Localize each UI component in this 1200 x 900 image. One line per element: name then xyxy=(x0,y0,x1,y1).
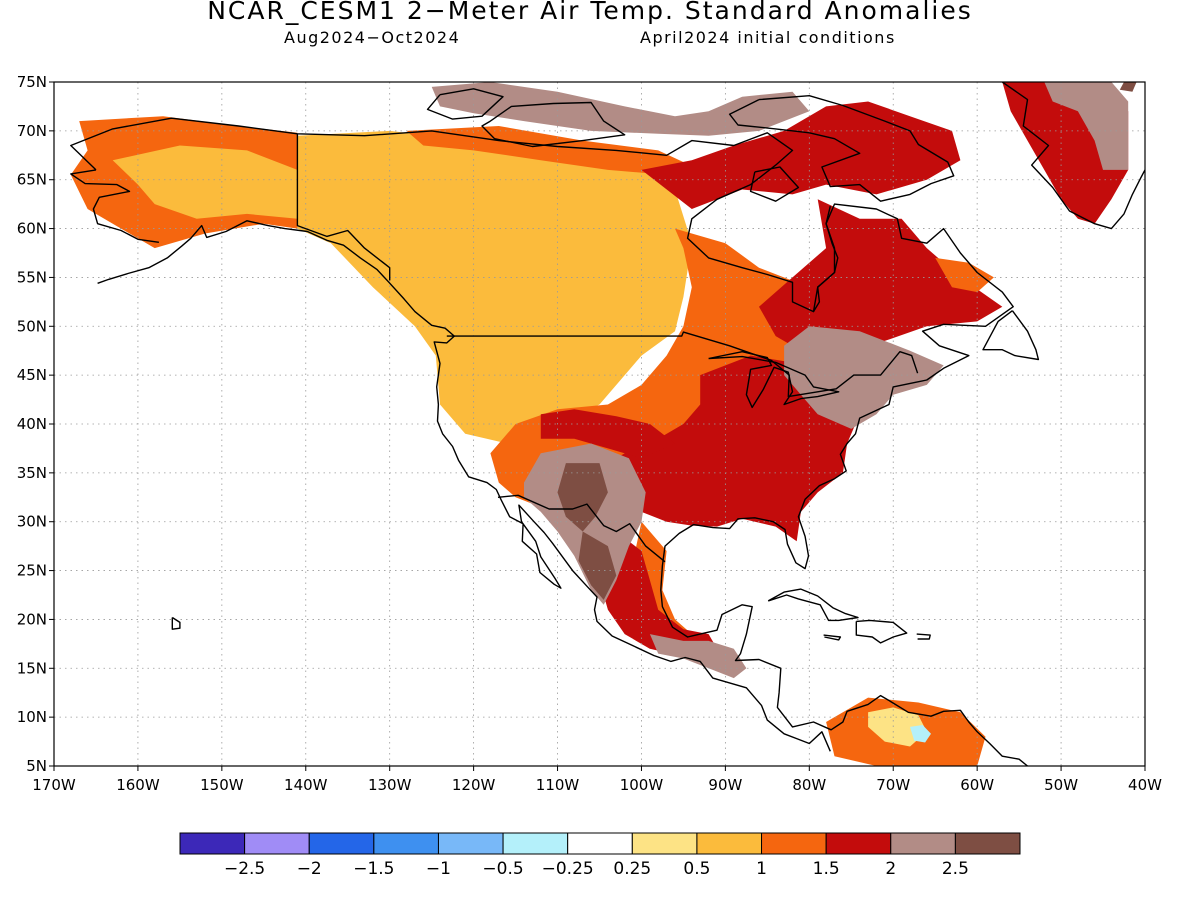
colorbar-swatch xyxy=(954,832,1021,855)
colorbar-label: −0.25 xyxy=(542,859,594,879)
lat-tick-label: 5N xyxy=(26,757,47,775)
colorbar-swatch xyxy=(761,832,827,855)
coastline-hudson-bay-east xyxy=(812,205,839,312)
lon-tick-label: 70W xyxy=(876,776,910,794)
anomaly-region-eastern-us xyxy=(607,355,860,542)
coastline-baffin-island xyxy=(728,94,955,202)
lon-tick-label: 60W xyxy=(960,776,994,794)
anomaly-region-canadian-arctic-islands xyxy=(641,101,961,209)
coastline-jamaica xyxy=(823,634,842,641)
lat-tick-label: 30N xyxy=(17,513,47,531)
lon-tick-label: 150W xyxy=(200,776,244,794)
lon-tick-label: 160W xyxy=(116,776,160,794)
colorbar-label: 0.5 xyxy=(683,859,710,879)
latitude-labels: 75N 70N 65N 60N 55N 50N 45N 40N 35N 30N 25N 20N 15N 1… xyxy=(17,73,54,775)
longitude-labels: 170W 160W 150W 140W 130W 120W 110W 100W 90W 80W 70… xyxy=(32,766,1162,794)
colorbar-swatch xyxy=(244,832,310,855)
coastline-hawaii xyxy=(171,616,181,630)
colorbar-label: 1.5 xyxy=(813,859,840,879)
lat-tick-label: 50N xyxy=(17,317,47,335)
lat-tick-label: 10N xyxy=(17,708,47,726)
lat-tick-label: 20N xyxy=(17,610,47,628)
colorbar-swatch xyxy=(825,832,892,855)
coastline-north-america xyxy=(70,117,1028,766)
coastline-layer xyxy=(70,82,1145,766)
colorbar-label: −0.5 xyxy=(482,859,523,879)
colorbar-label: −1.5 xyxy=(353,859,394,879)
lat-tick-label: 60N xyxy=(17,220,47,238)
coastline-mexico-border xyxy=(497,494,666,563)
coastline-greenland xyxy=(1001,82,1145,230)
lon-tick-label: 170W xyxy=(32,776,76,794)
lon-tick-label: 110W xyxy=(536,776,580,794)
colorbar-label: 0.25 xyxy=(613,859,651,879)
anomaly-region-northeast-us xyxy=(784,326,944,429)
colorbar-label: 1 xyxy=(756,859,767,879)
colorbar-label: 2 xyxy=(885,859,896,879)
lon-tick-label: 50W xyxy=(1044,776,1078,794)
colorbar-label: −2.5 xyxy=(224,859,265,879)
colorbar-swatch xyxy=(502,832,569,855)
anomaly-region-eastern-canada xyxy=(759,199,1003,356)
colorbar-swatch xyxy=(696,832,763,855)
coastline-us-border xyxy=(446,331,919,398)
lat-tick-label: 15N xyxy=(17,659,47,677)
coastline-newfoundland xyxy=(982,310,1040,361)
lat-tick-label: 35N xyxy=(17,464,47,482)
colorbar-label: 2.5 xyxy=(942,859,969,879)
anomaly-region-greenland-interior xyxy=(1044,82,1129,170)
forecast-period: Aug2024−Oct2024 xyxy=(284,28,461,47)
colorbar-swatch xyxy=(890,832,956,855)
lon-tick-label: 40W xyxy=(1128,776,1162,794)
colorbar-swatch xyxy=(437,832,504,855)
colorbar-swatch xyxy=(631,832,698,855)
lat-tick-label: 45N xyxy=(17,366,47,384)
coastline-great-lakes xyxy=(708,351,840,409)
lat-tick-label: 65N xyxy=(17,171,47,189)
coastline-bering-coast xyxy=(70,169,159,243)
coastline-victoria-island xyxy=(481,101,626,148)
colorbar xyxy=(179,832,1021,855)
anomaly-fill-layer xyxy=(70,82,1137,766)
colorbar-swatch xyxy=(373,832,439,855)
coastline-cuba xyxy=(767,588,859,622)
colorbar-swatch xyxy=(179,832,246,855)
lat-tick-label: 55N xyxy=(17,268,47,286)
coastline-banks-island xyxy=(426,88,504,120)
lat-tick-label: 40N xyxy=(17,415,47,433)
anomaly-region-mexico-interior xyxy=(599,531,717,659)
lon-tick-label: 120W xyxy=(452,776,496,794)
colorbar-labels: −2.5 −2 −1.5 −1 −0.5 −0.25 0.25 0.5 1 1.5 2 2.5 xyxy=(224,859,969,879)
anomaly-region-south-america-core xyxy=(910,725,931,743)
lon-tick-label: 80W xyxy=(792,776,826,794)
map-title: NCAR_CESM1 2−Meter Air Temp. Standard An… xyxy=(207,0,973,25)
colorbar-swatch xyxy=(308,832,375,855)
anomaly-region-western-canada xyxy=(297,130,692,444)
initial-conditions: April2024 initial conditions xyxy=(640,28,896,47)
anomaly-region-interior-alaska xyxy=(112,145,298,219)
gridlines xyxy=(54,82,1145,766)
coastline-puerto-rico xyxy=(916,633,931,640)
lat-tick-label: 25N xyxy=(17,562,47,580)
anomaly-region-arctic-archipelago-brown xyxy=(431,82,810,136)
lat-tick-label: 70N xyxy=(17,122,47,140)
coastline-alaska-border xyxy=(296,133,391,281)
lon-tick-label: 130W xyxy=(368,776,412,794)
lon-tick-label: 140W xyxy=(284,776,328,794)
colorbar-label: −1 xyxy=(426,859,451,879)
colorbar-label: −2 xyxy=(297,859,322,879)
anomaly-region-greenland-dark xyxy=(1119,82,1137,92)
lon-tick-label: 90W xyxy=(708,776,742,794)
lat-tick-label: 75N xyxy=(17,73,47,91)
anomaly-region-mexico-dark xyxy=(578,531,617,600)
anomaly-region-central-america-brown xyxy=(649,634,747,679)
colorbar-swatch xyxy=(567,832,633,855)
coastline-hispaniola xyxy=(855,619,908,644)
lon-tick-label: 100W xyxy=(620,776,664,794)
anomaly-region-labrador-orange xyxy=(935,257,994,293)
coastline-pacific-coast xyxy=(97,220,831,752)
coastline-southampton xyxy=(749,166,800,202)
